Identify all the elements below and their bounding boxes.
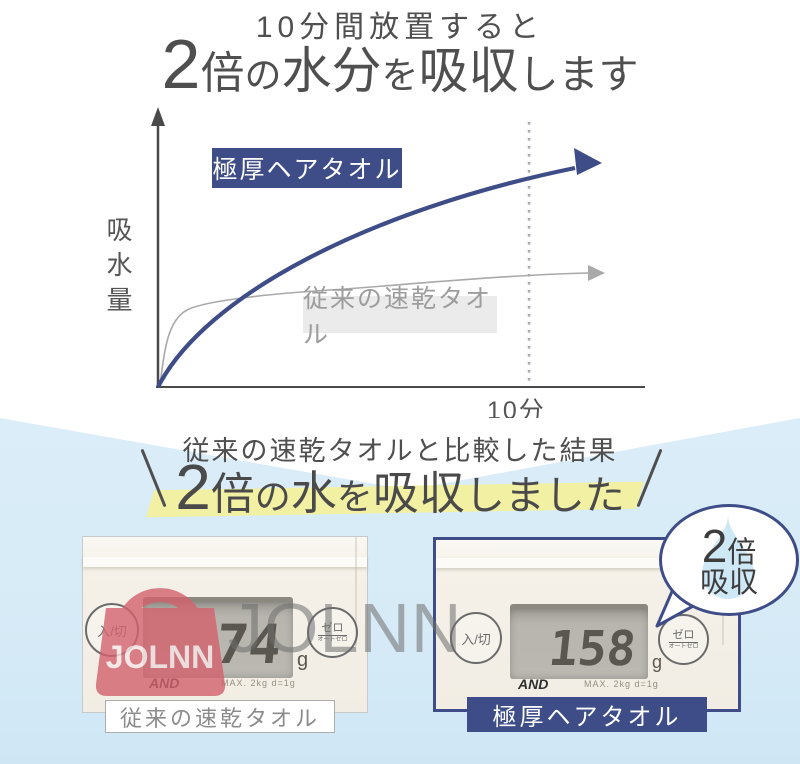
thick-towel-curve [156,165,576,388]
caption-conventional: 従来の速乾タオル [105,700,335,733]
scale-capacity-text: MAX. 2kg d=1g [584,679,659,689]
power-button: 入/切 [450,612,502,664]
y-axis-label: 吸水量 [103,216,133,321]
scale-groove [436,558,738,568]
header-title-line2: 2倍の水分を吸収します [161,25,639,103]
caption-thick: 極厚ヘアタオル [467,697,707,732]
panel-edge-shadow [355,537,357,646]
scale-reading: 158 [546,621,639,677]
result-headline: 2倍の水を吸収しました [175,451,625,523]
absorption-chart [151,107,645,388]
y-axis-arrow [151,107,165,126]
header-big-number: 2 [161,25,201,103]
conventional-curve-arrow [588,265,605,281]
watermark-logo-text: JOLNN [228,589,463,667]
gram-unit: g [297,649,309,671]
scale-brand-logo: AND [518,676,549,692]
conventional-towel-curve [159,272,589,387]
zero-button: ゼロ オートゼロ [307,607,358,658]
result-big-number: 2 [175,451,211,523]
svg-text:JOLNN: JOLNN [106,639,214,675]
header-title-line1: 10分間放置すると [255,11,545,44]
thick-curve-arrow [574,148,602,175]
callout-big-number: 2 [701,519,728,572]
zero-button: ゼロ オートゼロ [658,614,709,665]
result-subtitle: 従来の速乾タオルと比較した結果 [182,436,618,466]
scale-capacity-text: MAX. 2kg d=1g [221,678,296,688]
scale-display: 158 [510,604,648,679]
gram-unit: g [652,652,663,672]
water-drop-icon [702,515,754,599]
absorption-callout-bubble: 2 倍 吸収 [659,504,799,616]
thick-towel-badge: 極厚ヘアタオル [212,148,402,188]
watermark-bag-icon: JOLNN [95,588,226,696]
scale-groove [83,557,367,567]
conventional-towel-label: 従来の速乾タオル [303,285,497,349]
